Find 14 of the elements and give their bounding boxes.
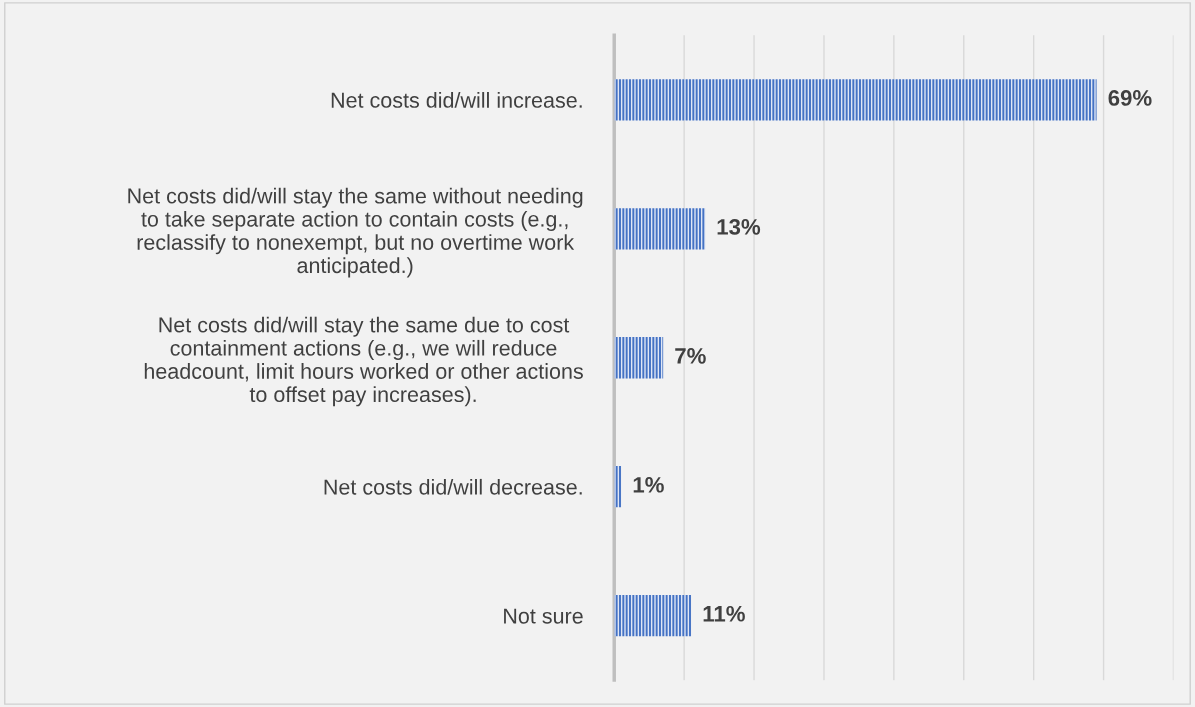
bar (614, 337, 664, 379)
y-tick-label: Not sure (504, 608, 583, 624)
y-tick-label: Net costs did/will decrease. (324, 478, 582, 495)
bar (614, 208, 706, 250)
y-tick-label: Net costs did/will increase. (331, 92, 582, 108)
y-tick-label: Net costs did/will stay the same without needing to take separate action to contain costs (e.g., reclassify to nonexempt, but no overtime work anticipated.) (128, 187, 583, 278)
data-label: 7% (675, 348, 706, 364)
y-tick-label: Net costs did/will stay the same due to cost containment actions (e.g., we will reduce headcount, limit hours worked or other actions to offset pay increases). (144, 316, 583, 407)
bar (614, 79, 1097, 121)
data-label: 11% (703, 605, 745, 622)
data-label: 69% (1108, 90, 1152, 106)
data-label: 1% (633, 476, 664, 493)
data-label: 13% (717, 219, 761, 235)
bar (614, 595, 692, 637)
